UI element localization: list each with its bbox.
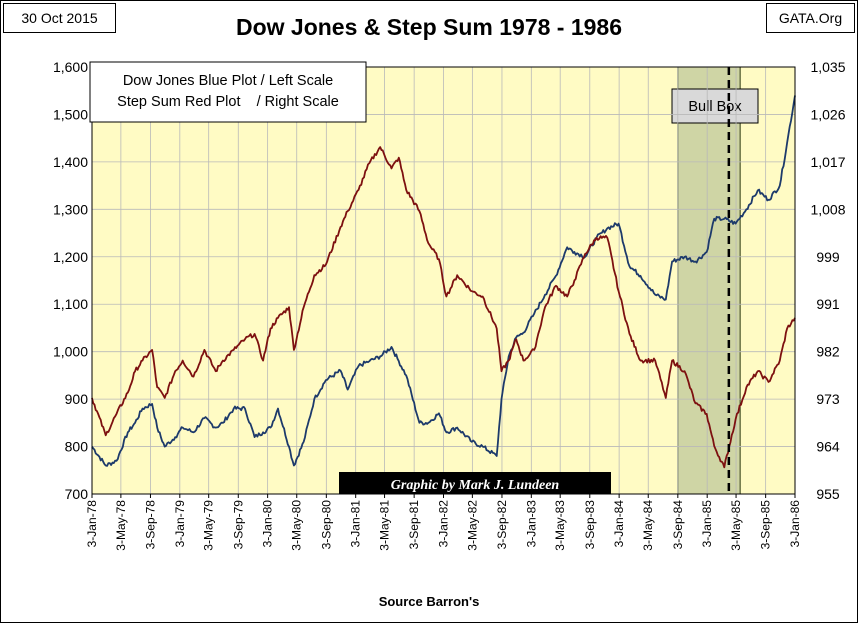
left-tick-label: 900: [65, 391, 89, 407]
x-tick-label: 3-May-83: [553, 500, 567, 551]
left-tick-label: 700: [65, 486, 89, 502]
chart-title: Dow Jones & Step Sum 1978 - 1986: [235, 14, 623, 40]
left-tick-label: 1,000: [53, 344, 88, 360]
x-tick-label: 3-Sep-80: [319, 500, 333, 550]
right-tick-label: 964: [816, 439, 840, 455]
x-tick-label: 3-May-81: [378, 500, 392, 551]
right-tick-label: 1,026: [810, 106, 845, 122]
x-tick-label: 3-Sep-85: [759, 500, 773, 550]
left-tick-label: 1,500: [53, 106, 88, 122]
bull-box-label-box: [671, 88, 759, 124]
x-tick-label: 3-Sep-79: [231, 500, 245, 550]
right-tick-label: 1,017: [810, 154, 845, 170]
x-tick-label: 3-May-79: [202, 500, 216, 551]
dow-jones-line: [91, 95, 796, 467]
x-tick-label: 3-Jan-80: [261, 500, 275, 548]
step-sum-line: [91, 146, 796, 469]
x-tick-label: 3-May-78: [114, 500, 128, 551]
left-tick-label: 1,200: [53, 249, 88, 265]
left-tick-label: 1,400: [53, 154, 88, 170]
x-tick-label: 3-Jan-84: [612, 500, 626, 548]
credit-text: Graphic by Mark J. Lundeen: [391, 478, 560, 493]
x-tick-label: 3-Jan-82: [437, 500, 451, 548]
right-tick-label: 982: [816, 344, 840, 360]
x-tick-label: 3-Jan-86: [788, 500, 802, 548]
right-tick-label: 973: [816, 391, 840, 407]
legend-line-1: Dow Jones Blue Plot / Left Scale: [123, 73, 333, 89]
x-tick-label: 3-Sep-84: [671, 500, 685, 550]
x-tick-label: 3-Sep-82: [495, 500, 509, 550]
bull-box-label: Bull Box: [688, 99, 742, 115]
right-tick-label: 1,035: [810, 59, 845, 75]
x-tick-label: 3-Jan-81: [349, 500, 363, 548]
x-tick-label: 3-May-85: [729, 500, 743, 551]
legend: Dow Jones Blue Plot / Left Scale Step Su…: [89, 61, 367, 123]
credit-banner: Graphic by Mark J. Lundeen: [339, 472, 611, 494]
left-tick-label: 1,100: [53, 296, 88, 312]
right-tick-label: 999: [816, 249, 840, 265]
x-tick-label: 3-May-82: [465, 500, 479, 551]
x-tick-label: 3-Sep-81: [407, 500, 421, 550]
left-tick-label: 1,300: [53, 201, 88, 217]
source-label: Source Barron's: [378, 594, 480, 609]
x-tick-label: 3-Sep-78: [143, 500, 157, 550]
x-tick-label: 3-Jan-85: [700, 500, 714, 548]
x-tick-label: 3-Jan-79: [173, 500, 187, 548]
bull-box-region: [677, 66, 741, 495]
x-tick-label: 3-May-80: [290, 500, 304, 551]
date-label: 30 Oct 2015: [3, 3, 116, 33]
x-tick-label: 3-Jan-83: [524, 500, 538, 548]
x-tick-label: 3-May-84: [641, 500, 655, 551]
left-tick-label: 1,600: [53, 59, 88, 75]
left-tick-label: 800: [65, 439, 89, 455]
legend-box: [89, 61, 367, 123]
legend-line-2: Step Sum Red Plot / Right Scale: [117, 94, 339, 110]
x-tick-label: 3-Sep-83: [583, 500, 597, 550]
right-tick-label: 1,008: [810, 201, 845, 217]
x-tick-label: 3-Jan-78: [85, 500, 99, 548]
site-label: GATA.Org: [766, 3, 855, 33]
credit-box: [339, 472, 611, 494]
right-tick-label: 955: [816, 486, 840, 502]
right-tick-label: 991: [816, 296, 840, 312]
